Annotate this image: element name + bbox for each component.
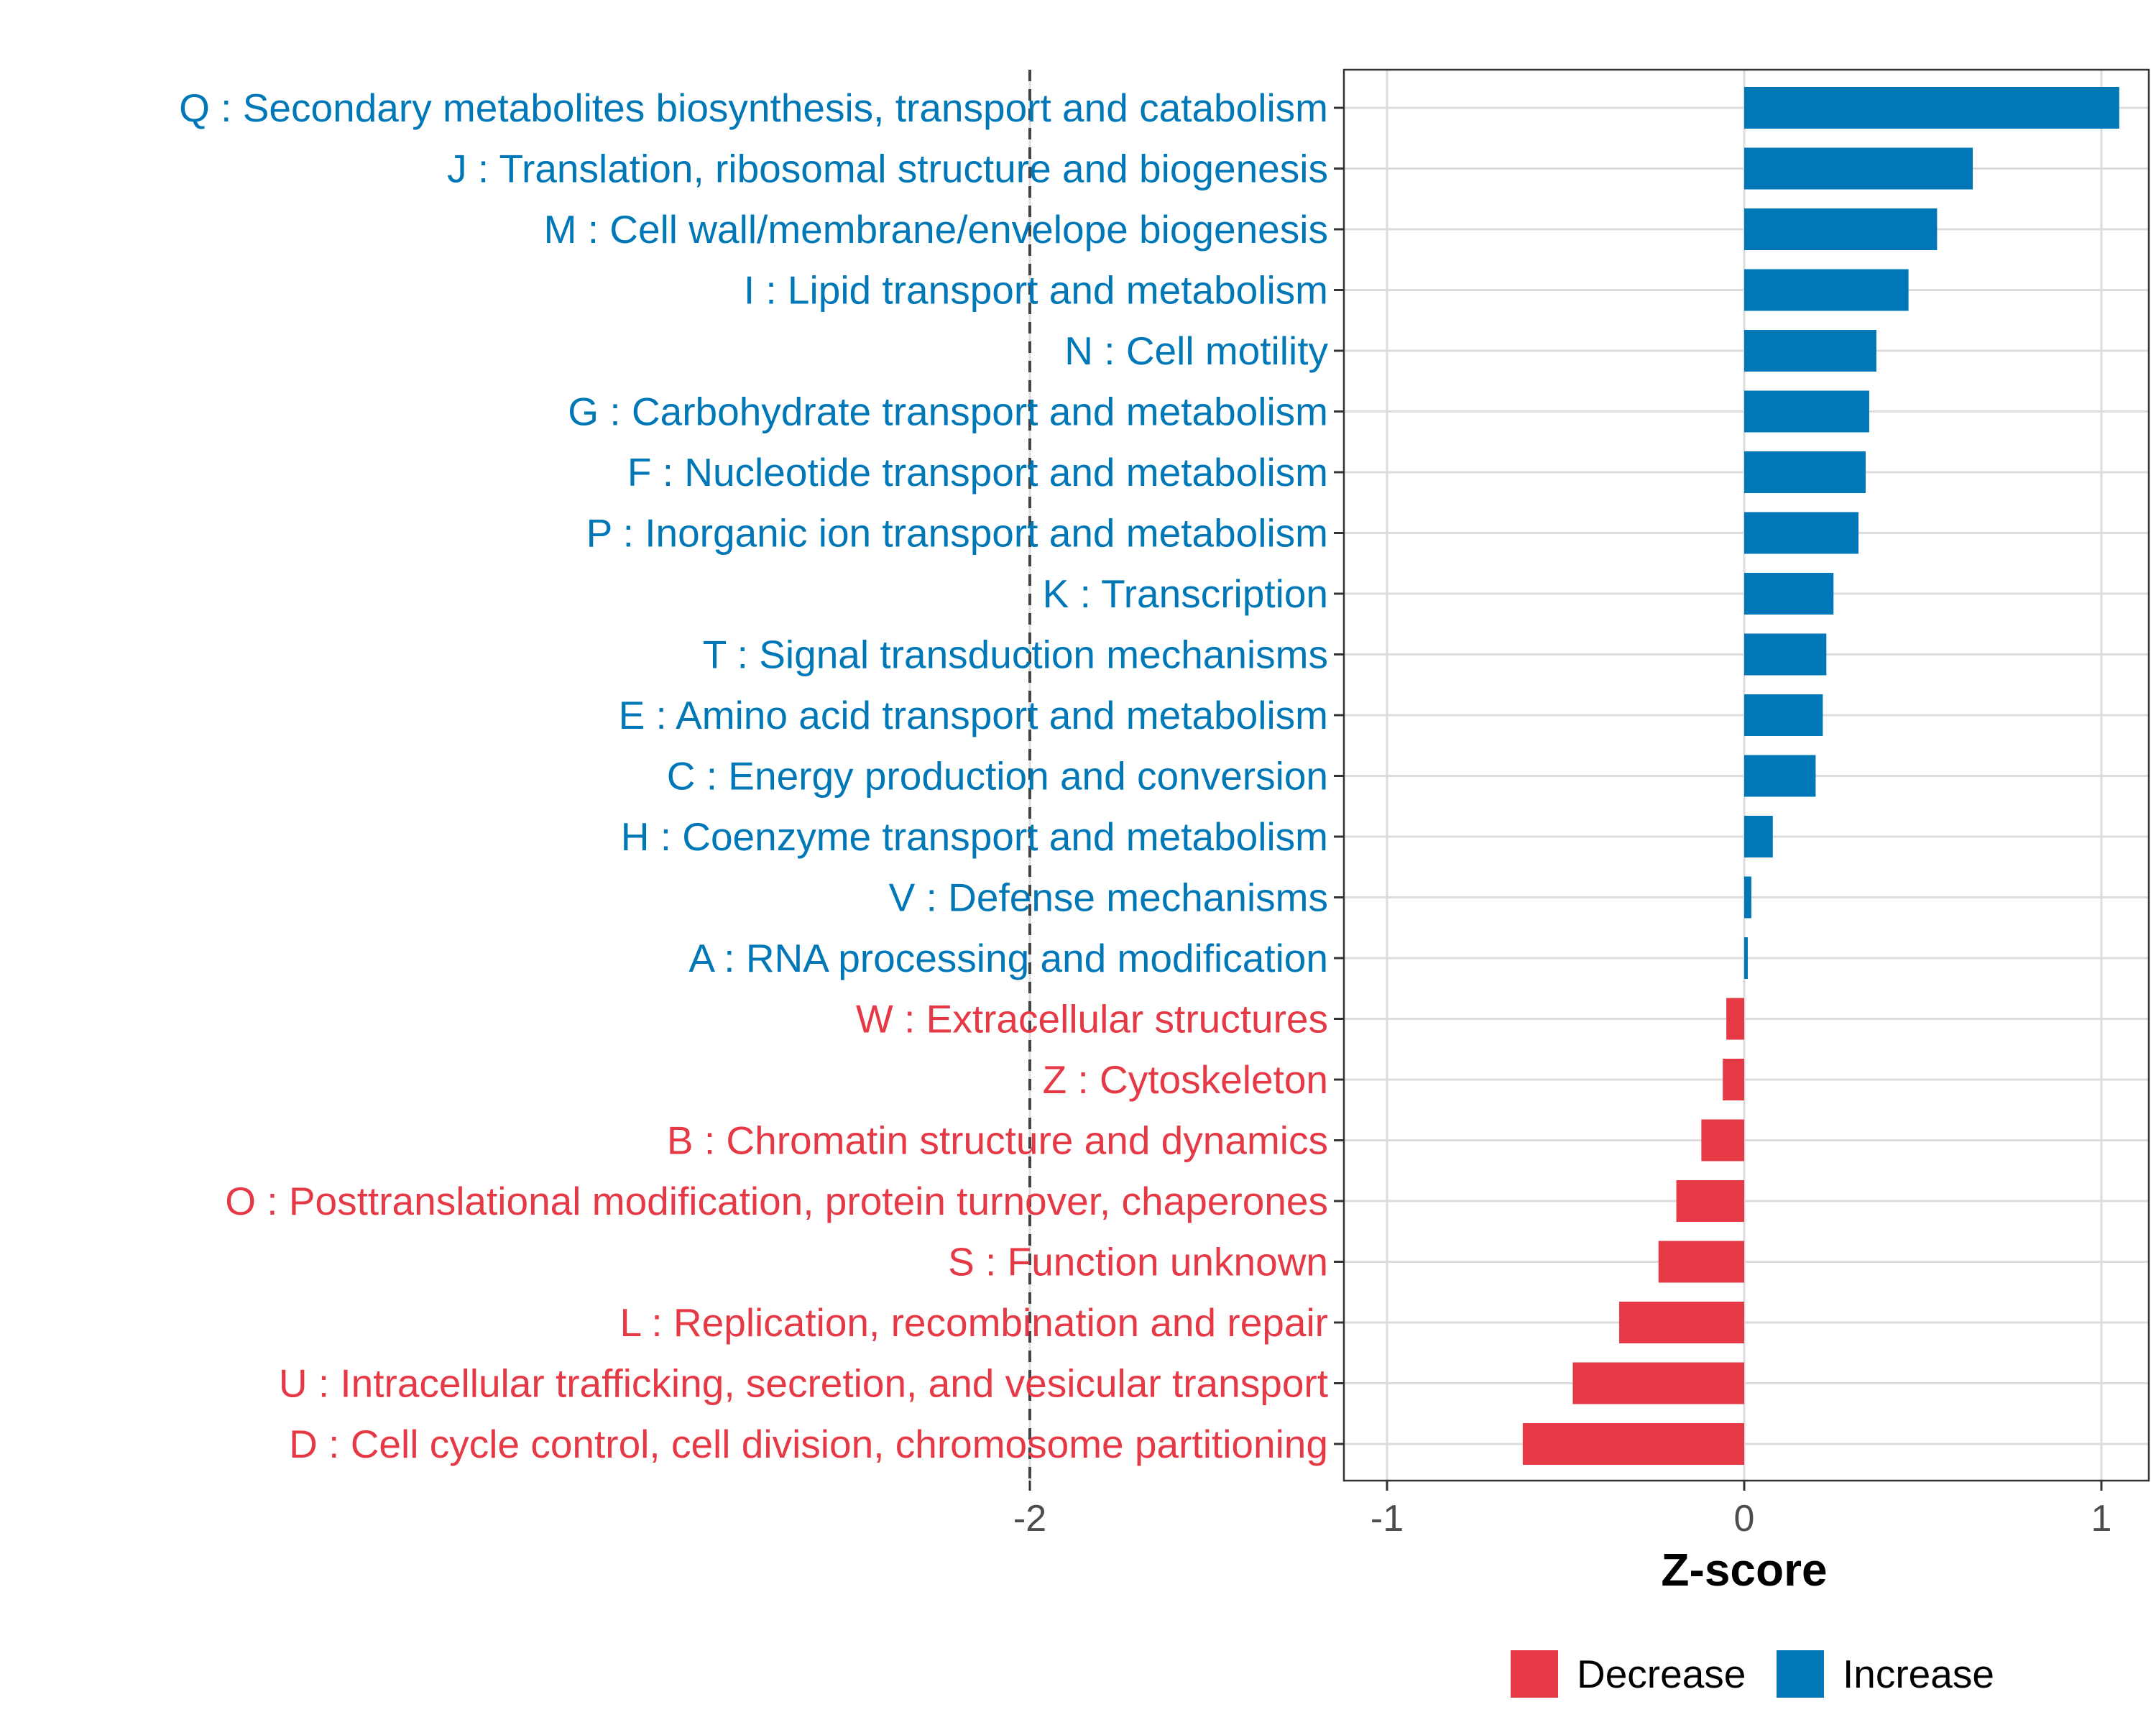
y-category-label: H : Coenzyme transport and metabolism [621,814,1328,859]
y-category-label: F : Nucleotide transport and metabolism [627,450,1328,494]
bar [1658,1241,1744,1283]
bar [1744,573,1834,615]
bar [1522,1423,1744,1465]
bar [1744,208,1938,250]
legend-label-increase: Increase [1843,1652,1994,1696]
bar [1619,1302,1744,1343]
y-category-label: G : Carbohydrate transport and metabolis… [568,390,1328,434]
bar [1744,816,1773,857]
bar [1676,1180,1744,1222]
bar [1744,330,1876,372]
bar [1744,755,1816,797]
x-tick-label: -1 [1370,1498,1404,1540]
bar [1726,998,1744,1040]
x-tick-label: 1 [2091,1498,2112,1540]
bar [1744,512,1859,554]
y-category-label: Q : Secondary metabolites biosynthesis, … [179,86,1328,130]
y-category-label: C : Energy production and conversion [667,754,1328,799]
y-category-label: M : Cell wall/membrane/envelope biogenes… [544,207,1328,252]
y-category-label: W : Extracellular structures [856,997,1328,1041]
x-tick-label: -2 [1013,1498,1046,1540]
legend-swatch-decrease [1511,1650,1558,1698]
y-category-label: K : Transcription [1043,571,1328,616]
y-category-label: S : Function unknown [948,1240,1328,1284]
y-category-label: I : Lipid transport and metabolism [744,268,1328,313]
legend: Decrease Increase [1511,1650,1994,1698]
y-category-label: A : RNA processing and modification [688,936,1328,980]
bar [1572,1362,1744,1404]
bar [1744,451,1866,493]
x-axis-ticks: -2-1012 [1013,1481,2112,1540]
bar [1744,87,2119,129]
bar [1744,694,1823,736]
y-axis-category-labels: Q : Secondary metabolites biosynthesis, … [179,86,1328,1466]
reference-lines [1028,70,1031,1481]
y-category-label: L : Replication, recombination and repai… [620,1300,1328,1345]
y-category-label: O : Posttranslational modification, prot… [225,1179,1328,1223]
bar [1744,147,1973,190]
y-category-label: B : Chromatin structure and dynamics [667,1118,1328,1163]
legend-label-decrease: Decrease [1577,1652,1746,1696]
y-category-label: D : Cell cycle control, cell division, c… [289,1422,1328,1466]
bar [1744,937,1748,979]
y-category-label: P : Inorganic ion transport and metaboli… [586,511,1328,556]
legend-swatch-increase [1777,1650,1824,1698]
y-category-label: N : Cell motility [1064,328,1328,373]
y-category-label: T : Signal transduction mechanisms [703,632,1328,677]
y-axis-ticks [1334,106,1344,1445]
bars [1522,87,2119,1465]
bar [1744,390,1869,433]
bar [1701,1119,1744,1162]
y-category-label: V : Defense mechanisms [889,875,1328,920]
y-category-label: E : Amino acid transport and metabolism [619,693,1328,737]
x-axis-title: Z-score [1661,1544,1827,1596]
x-tick-label: 0 [1734,1498,1755,1540]
y-category-label: U : Intracellular trafficking, secretion… [279,1361,1328,1406]
y-category-label: J : Translation, ribosomal structure and… [447,147,1328,191]
bar [1744,269,1909,311]
bar [1723,1059,1744,1100]
y-category-label: Z : Cytoskeleton [1043,1057,1328,1102]
bar [1744,633,1827,676]
bar [1744,876,1751,919]
